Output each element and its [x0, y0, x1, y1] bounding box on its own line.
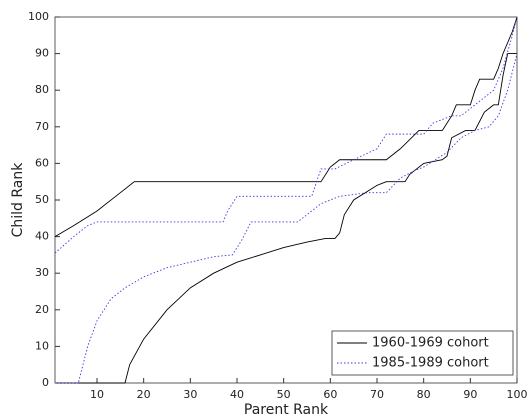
y-axis-label: Child Rank: [10, 162, 26, 238]
y-tick-label: 60: [35, 156, 49, 169]
y-tick-label: 50: [35, 193, 49, 206]
x-tick-label: 10: [90, 388, 104, 401]
legend-label: 1985-1989 cohort: [372, 356, 489, 371]
x-tick-label: 20: [137, 388, 151, 401]
y-tick-label: 70: [35, 120, 49, 133]
x-tick-label: 30: [183, 388, 197, 401]
x-tick-label: 40: [230, 388, 244, 401]
y-tick-label: 40: [35, 230, 49, 243]
legend-label: 1960-1969 cohort: [372, 336, 489, 351]
y-tick-label: 80: [35, 83, 49, 96]
x-tick-label: 70: [370, 388, 384, 401]
x-tick-label: 100: [507, 388, 527, 401]
series-line: [55, 53, 517, 384]
x-tick-label: 50: [277, 388, 291, 401]
x-tick-label: 60: [323, 388, 337, 401]
y-tick-label: 30: [35, 266, 49, 279]
x-tick-label: 80: [417, 388, 431, 401]
legend-box: [331, 330, 514, 376]
x-axis-label: Parent Rank: [244, 402, 329, 418]
series-line: [54, 16, 518, 254]
plot-frame: [54, 16, 518, 384]
y-tick-label: 10: [35, 339, 49, 352]
y-tick-label: 20: [35, 303, 49, 316]
series-line: [54, 16, 518, 237]
y-tick-label: 100: [28, 10, 49, 23]
x-tick-label: 90: [463, 388, 477, 401]
y-tick-label: 0: [42, 376, 49, 389]
y-tick-label: 90: [35, 47, 49, 60]
